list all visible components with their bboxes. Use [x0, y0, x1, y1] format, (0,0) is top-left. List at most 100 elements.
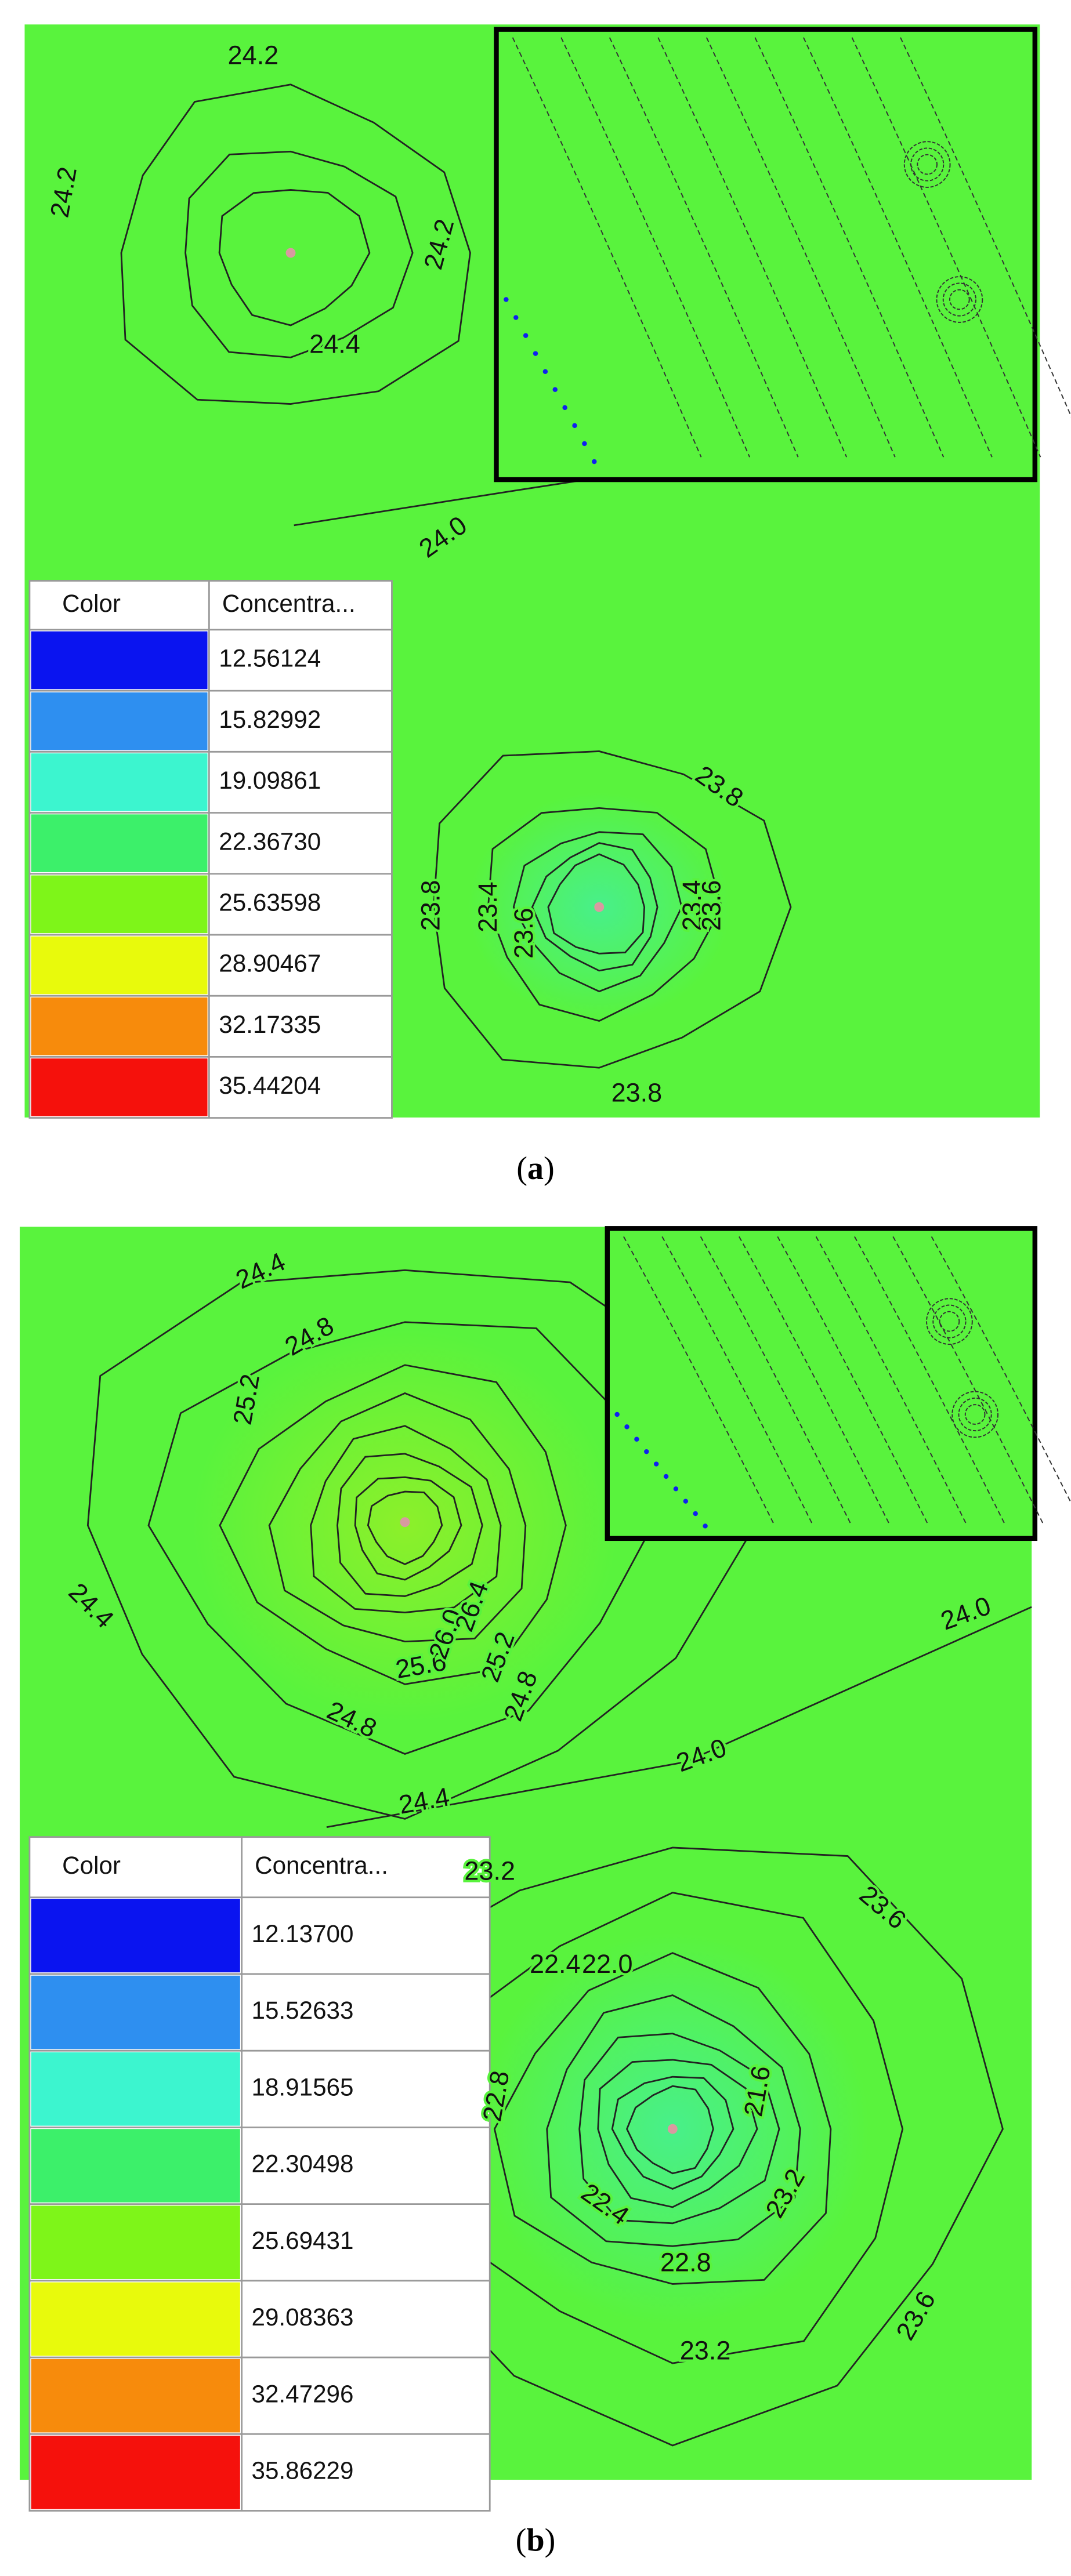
inset-contour — [900, 37, 1071, 418]
contour-line — [326, 1606, 1032, 1828]
contour-label: 22.8 — [660, 2248, 711, 2277]
contour-line — [354, 1476, 462, 1581]
contour-label: 22.4 — [530, 1949, 581, 1979]
legend-value: 19.09861 — [219, 767, 321, 794]
inset-contour — [903, 141, 951, 188]
source-point — [285, 248, 296, 258]
legend-value: 25.63598 — [219, 888, 321, 916]
contour-label: 24.2 — [228, 40, 279, 70]
caption: (a) — [516, 1151, 555, 1187]
contour-label: 23.6 — [697, 880, 726, 931]
inset-dot — [592, 459, 597, 465]
inset-dot — [703, 1523, 708, 1529]
contour-label: 24.4 — [309, 329, 360, 358]
inset-contour — [803, 37, 993, 458]
inset-dot — [513, 315, 519, 320]
inset-dot — [562, 405, 567, 411]
inset-contour — [932, 1304, 967, 1338]
contour-label: 22.0 — [582, 1949, 633, 1979]
legend-header: Color — [62, 590, 121, 617]
legend-swatch — [31, 2129, 240, 2203]
legend-swatch — [31, 1899, 240, 1973]
inset-contour — [854, 1236, 1005, 1523]
inset-dot — [653, 1461, 659, 1467]
contour-label: 23.8 — [612, 1078, 663, 1108]
legend-value: 12.56124 — [219, 645, 321, 672]
inset-contour — [512, 37, 702, 458]
legend-value: 18.91565 — [252, 2073, 354, 2100]
inset-dot — [504, 297, 509, 302]
inset-dot — [533, 351, 538, 356]
inset-dot — [552, 387, 558, 393]
contour-label: 23.2 — [464, 1856, 515, 1885]
contour-line — [337, 1453, 483, 1597]
contour-line — [367, 1490, 443, 1565]
inset-contour — [949, 289, 970, 310]
inset-contour — [892, 1236, 1044, 1523]
legend-swatch — [31, 1975, 240, 2049]
contour-line — [487, 807, 723, 1022]
legend-swatch — [31, 875, 208, 934]
contour-line — [86, 1269, 756, 1820]
legend-value: 25.69431 — [252, 2227, 354, 2254]
legend-swatch — [31, 1058, 208, 1116]
legend-swatch — [31, 936, 208, 995]
source-point — [400, 1517, 410, 1528]
inset-contour — [754, 37, 945, 458]
legend-value: 32.17335 — [219, 1011, 321, 1038]
contour-label: 26.4 — [449, 1577, 494, 1635]
source-point — [594, 902, 605, 912]
inset-contour — [851, 37, 1041, 458]
legend-value: 15.82992 — [219, 706, 321, 733]
inset-contour — [777, 1236, 928, 1523]
caption: (b) — [516, 2523, 556, 2559]
contour-line — [493, 1952, 832, 2285]
contour-line — [546, 1994, 801, 2247]
inset-dot — [644, 1449, 649, 1454]
inset-dot — [683, 1499, 689, 1504]
legend-swatch — [31, 2359, 240, 2433]
legend-value: 28.90467 — [219, 950, 321, 977]
inset-dot — [614, 1412, 620, 1417]
contour-line — [625, 2085, 714, 2175]
contour-line — [597, 2059, 758, 2208]
contour-label: 23.6 — [509, 908, 538, 959]
legend-header: Color — [62, 1852, 121, 1879]
inset-contour — [815, 1236, 967, 1523]
contour-line — [120, 84, 471, 405]
contour-line — [219, 1364, 567, 1685]
contour-label: 23.4 — [473, 881, 502, 933]
legend-swatch — [31, 631, 208, 690]
legend-swatch — [31, 2205, 240, 2280]
inset-dot — [673, 1486, 679, 1492]
inset-contour — [700, 1236, 851, 1523]
contour-line — [268, 1392, 527, 1643]
contour-label: 23.8 — [416, 880, 446, 931]
contour-label: 23.4 — [677, 880, 707, 931]
contour-line — [547, 853, 646, 955]
inset-dot — [634, 1436, 639, 1442]
inset-contour — [931, 1236, 1071, 1504]
inset-contour — [939, 1311, 960, 1332]
legend-swatch — [31, 814, 208, 872]
inset-dot — [582, 441, 587, 447]
inset-contour — [910, 147, 945, 182]
inset-dot — [572, 423, 577, 429]
inset-contour — [739, 1236, 889, 1523]
inset-dot — [693, 1511, 698, 1516]
legend-value: 35.44204 — [219, 1072, 321, 1099]
legend-value: 22.36730 — [219, 828, 321, 855]
legend-value: 35.86229 — [252, 2457, 354, 2484]
contour-line — [310, 1425, 502, 1613]
legend-swatch — [31, 753, 208, 811]
contour-line — [147, 1321, 654, 1755]
contour-label: 23.2 — [680, 2335, 731, 2365]
inset — [605, 1226, 1038, 1541]
legend-swatch — [31, 997, 208, 1055]
contour-line — [184, 150, 414, 358]
inset-dot — [523, 333, 529, 338]
inset-dot — [624, 1424, 629, 1430]
legend-value: 22.30498 — [252, 2150, 354, 2178]
inset-dot — [663, 1474, 669, 1479]
